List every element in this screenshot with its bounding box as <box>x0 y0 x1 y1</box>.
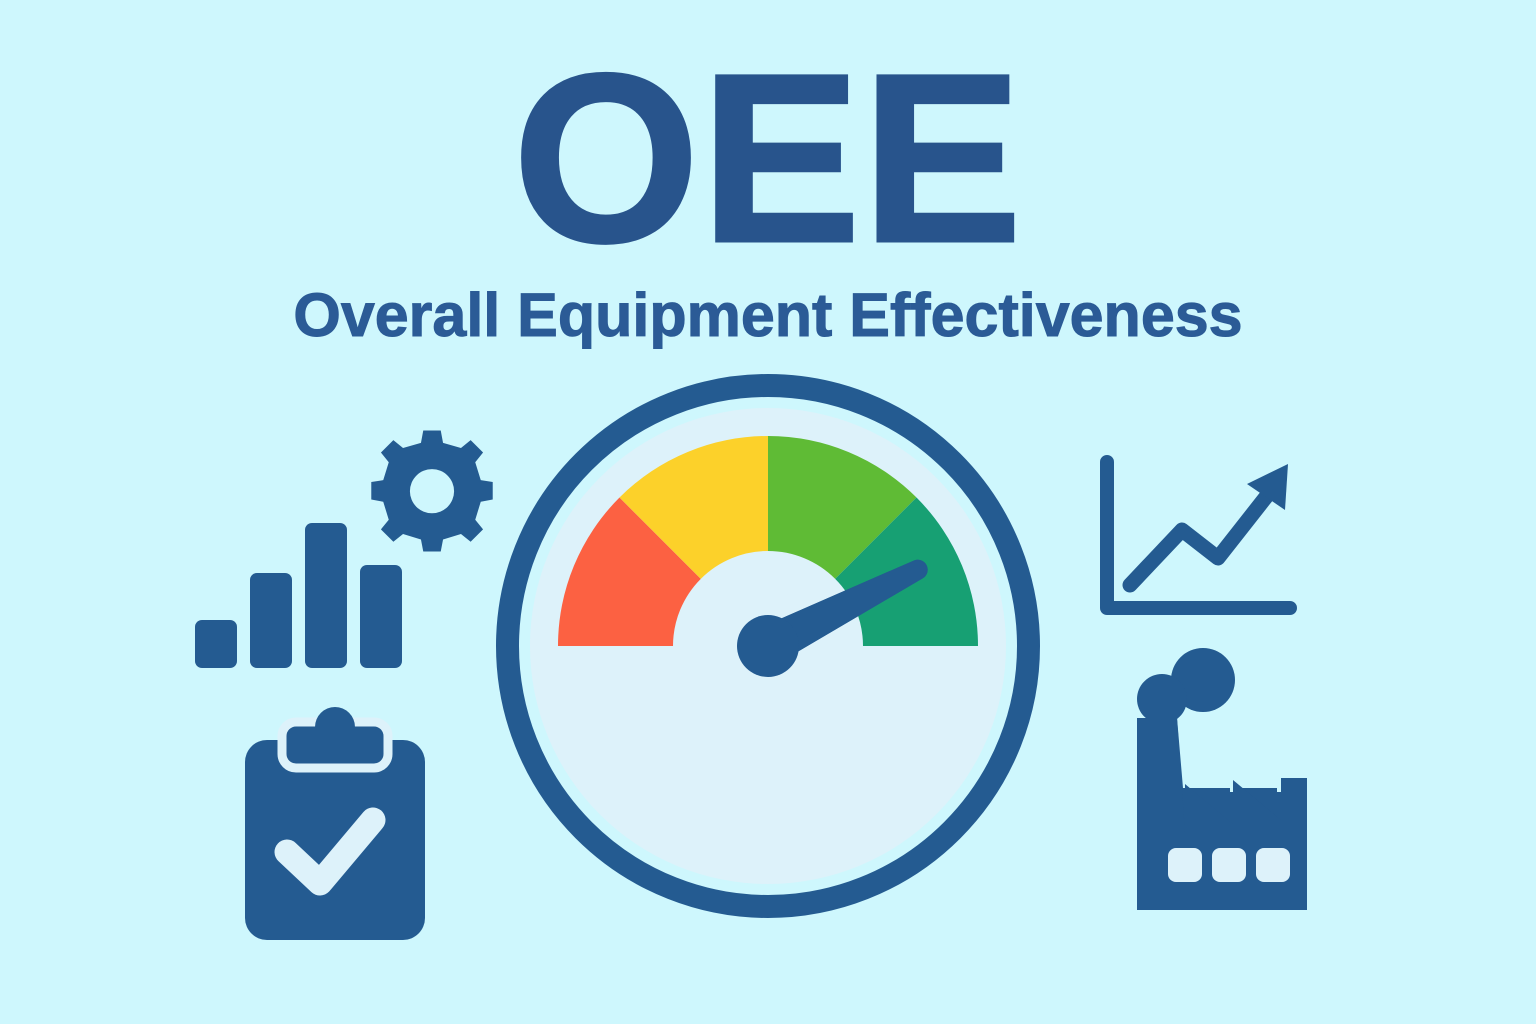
smoke-puff-small <box>1137 674 1187 724</box>
factory-window <box>1168 848 1202 882</box>
clipboard-check-icon <box>245 707 425 940</box>
page-subtitle: Overall Equipment Effectiveness <box>293 280 1243 349</box>
page-title: OEE <box>511 24 1024 292</box>
right-icon-cluster <box>1100 455 1307 910</box>
oee-performance-gauge <box>496 374 1040 918</box>
factory-window <box>1212 848 1246 882</box>
smoke-puff-large <box>1171 648 1235 712</box>
factory-window <box>1256 848 1290 882</box>
trending-up-chart-icon <box>1100 455 1297 615</box>
header-block: OEE Overall Equipment Effectiveness <box>0 24 1536 349</box>
gauge-segment-poor <box>558 497 701 646</box>
gear-icon <box>371 430 493 552</box>
gauge-segment-fair <box>619 436 768 579</box>
gauge-needle <box>737 559 928 677</box>
gauge-hub <box>737 615 799 677</box>
gauge-outer-ring <box>496 374 1040 918</box>
gauge-segment-good <box>768 436 917 579</box>
factory-icon <box>1137 648 1307 910</box>
left-icon-cluster <box>195 430 493 940</box>
bar-chart-icon <box>195 523 402 668</box>
